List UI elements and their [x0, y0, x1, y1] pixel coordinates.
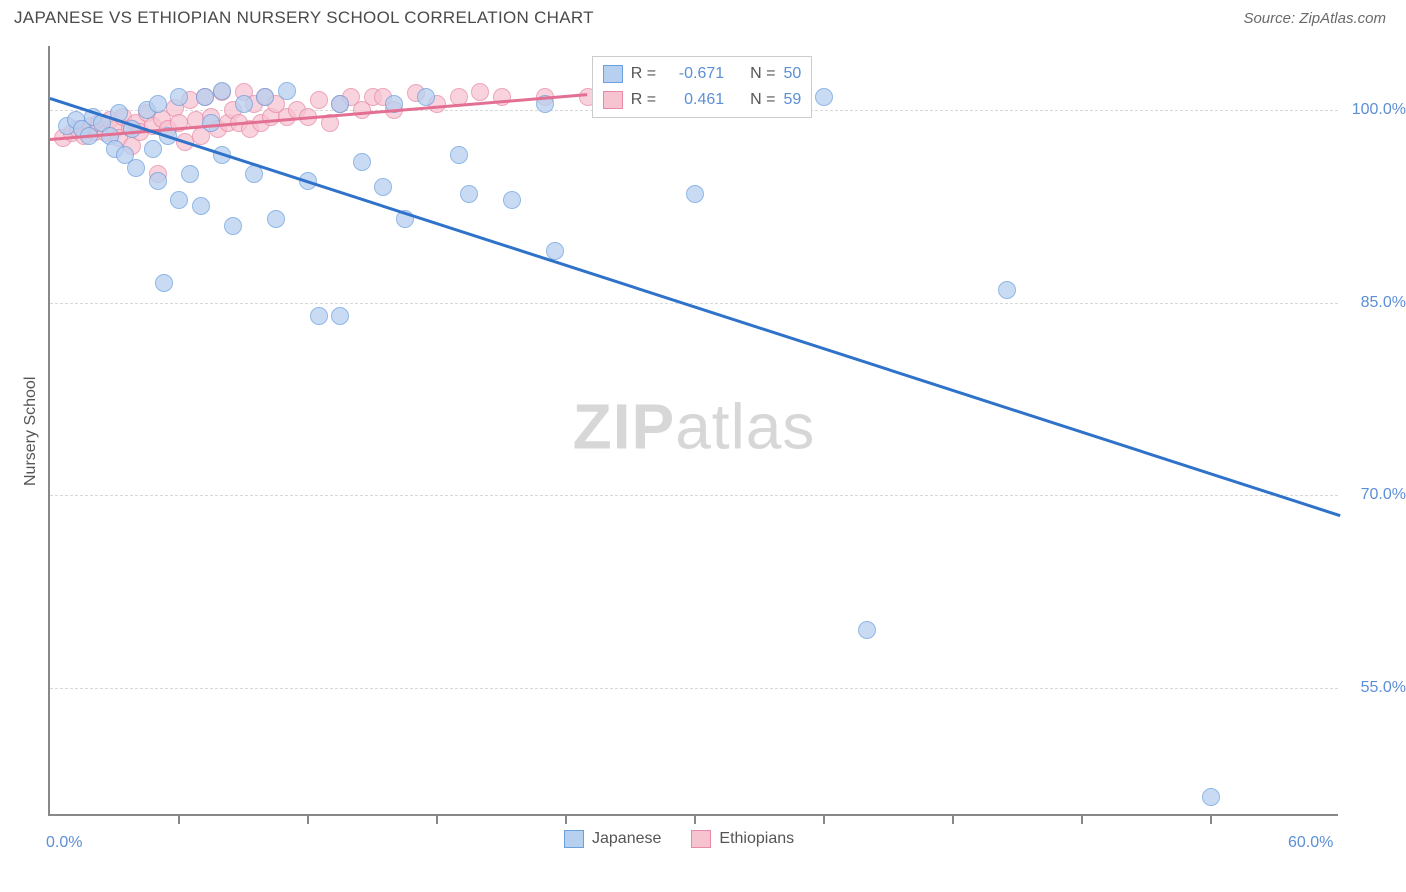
chart-title: JAPANESE VS ETHIOPIAN NURSERY SCHOOL COR… — [14, 8, 594, 28]
data-point — [127, 159, 145, 177]
legend-swatch — [603, 65, 623, 83]
legend-swatch — [564, 830, 584, 848]
y-tick-label: 85.0% — [1326, 294, 1406, 312]
data-point — [998, 281, 1016, 299]
data-point — [815, 88, 833, 106]
x-tick — [178, 814, 180, 824]
x-min-label: 0.0% — [46, 834, 82, 852]
r-label: R = — [631, 91, 656, 109]
data-point — [493, 88, 511, 106]
y-tick-label: 55.0% — [1326, 679, 1406, 697]
stats-row: R = 0.461 N = 59 — [603, 87, 801, 113]
x-max-label: 60.0% — [1288, 834, 1333, 852]
stats-legend: R = -0.671 N = 50 R = 0.461 N = 59 — [592, 56, 812, 118]
data-point — [192, 197, 210, 215]
data-point — [417, 88, 435, 106]
watermark: ZIPatlas — [573, 389, 816, 463]
data-point — [256, 88, 274, 106]
data-point — [155, 274, 173, 292]
y-tick-label: 100.0% — [1326, 101, 1406, 119]
data-point — [374, 178, 392, 196]
n-value: 59 — [783, 91, 801, 109]
legend-label: Japanese — [592, 830, 661, 848]
x-tick — [565, 814, 567, 824]
series-legend: Japanese Ethiopians — [564, 830, 794, 848]
x-tick — [823, 814, 825, 824]
n-label: N = — [750, 91, 775, 109]
data-point — [503, 191, 521, 209]
data-point — [149, 95, 167, 113]
data-point — [686, 185, 704, 203]
data-point — [1202, 788, 1220, 806]
data-point — [310, 307, 328, 325]
data-point — [353, 153, 371, 171]
data-point — [213, 82, 231, 100]
data-point — [170, 191, 188, 209]
r-value: -0.671 — [664, 65, 724, 83]
n-value: 50 — [783, 65, 801, 83]
legend-swatch — [691, 830, 711, 848]
x-tick — [694, 814, 696, 824]
data-point — [460, 185, 478, 203]
data-point — [181, 165, 199, 183]
watermark-light: atlas — [675, 390, 815, 462]
data-point — [858, 621, 876, 639]
data-point — [331, 307, 349, 325]
y-tick-label: 70.0% — [1326, 486, 1406, 504]
data-point — [471, 83, 489, 101]
data-point — [278, 82, 296, 100]
gridline — [50, 495, 1338, 496]
legend-label: Ethiopians — [719, 830, 794, 848]
data-point — [170, 88, 188, 106]
watermark-bold: ZIP — [573, 390, 676, 462]
gridline — [50, 303, 1338, 304]
r-label: R = — [631, 65, 656, 83]
y-axis-title: Nursery School — [22, 377, 40, 486]
stats-row: R = -0.671 N = 50 — [603, 61, 801, 87]
n-label: N = — [750, 65, 775, 83]
data-point — [149, 172, 167, 190]
trend-line — [50, 97, 1341, 516]
data-point — [144, 140, 162, 158]
source-label: Source: ZipAtlas.com — [1243, 10, 1386, 27]
x-tick — [307, 814, 309, 824]
x-tick — [436, 814, 438, 824]
x-tick — [952, 814, 954, 824]
r-value: 0.461 — [664, 91, 724, 109]
legend-item: Ethiopians — [691, 830, 794, 848]
legend-item: Japanese — [564, 830, 661, 848]
data-point — [235, 95, 253, 113]
data-point — [450, 146, 468, 164]
data-point — [245, 165, 263, 183]
x-tick — [1081, 814, 1083, 824]
data-point — [331, 95, 349, 113]
data-point — [310, 91, 328, 109]
data-point — [224, 217, 242, 235]
gridline — [50, 688, 1338, 689]
data-point — [267, 210, 285, 228]
plot-area: ZIPatlas 100.0%85.0%70.0%55.0%R =-0.671N… — [48, 46, 1338, 816]
x-tick — [1210, 814, 1212, 824]
data-point — [196, 88, 214, 106]
legend-swatch — [603, 91, 623, 109]
